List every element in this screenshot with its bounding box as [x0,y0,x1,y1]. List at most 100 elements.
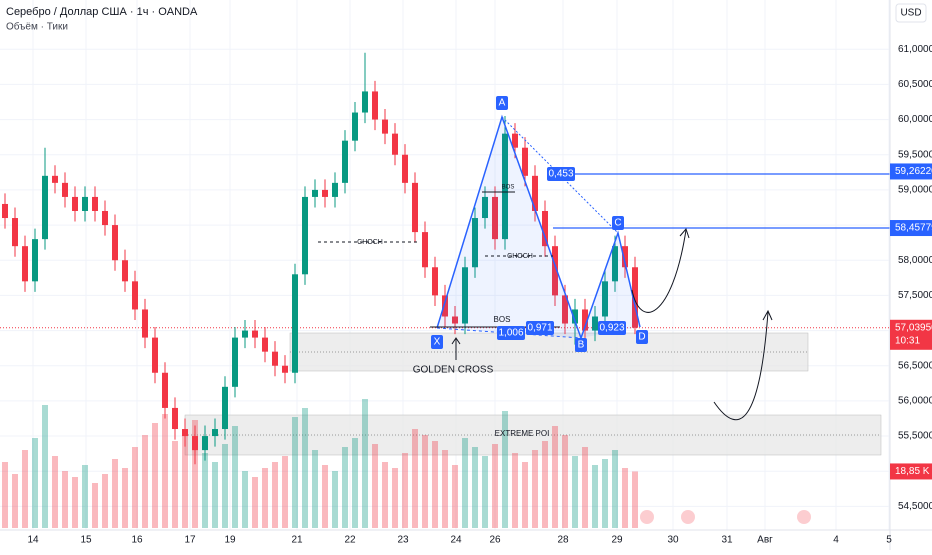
ratio-box [497,326,525,340]
volume-bar [282,456,288,528]
volume-bar [602,459,608,528]
volume-bar [252,477,258,528]
candle-body [212,429,218,437]
volume-bar [612,450,618,528]
volume-bar [502,411,508,528]
ratio-box [547,167,575,181]
candle-body [72,196,78,211]
price-tag-label: 59,26220 [895,166,932,177]
volume-bar [112,459,118,528]
volume-bar [122,468,128,528]
candle-body [512,133,518,148]
price-tag [890,220,932,237]
volume-bar [552,426,558,528]
point-label: D [638,332,645,343]
volume-bar [532,450,538,528]
x-tick-label: 21 [291,535,303,546]
volume-bar [292,417,298,528]
volume-bar [92,483,98,528]
volume-bar [522,462,528,528]
candle-body [492,196,498,240]
volume-bar [192,420,198,528]
x-tick-label: 30 [667,535,679,546]
ratio-label: 0,923 [599,323,624,334]
candle-body [432,267,438,296]
candle-body [272,351,278,366]
candle-body [412,182,418,233]
volume-bar [352,438,358,528]
candle-body [602,281,608,317]
chart-title: Серебро / Доллар США · 1ч · OANDA [6,6,198,18]
candle-body [382,119,388,134]
arrow [451,337,461,360]
volume-bar [12,474,18,528]
volume-bar [472,447,478,528]
price-tag [890,319,932,350]
candle-body [342,140,348,183]
point-label: C [614,218,621,229]
candle-body [262,337,268,352]
candle-body [522,147,528,176]
x-tick-label: 5 [886,535,892,546]
event-icon [797,510,811,524]
candle-body [612,246,618,282]
volume-bar [22,450,28,528]
y-tick-label: 58,00000 [898,255,932,266]
candle-body [372,91,378,120]
candle-body [632,267,638,328]
candle-body [582,309,588,331]
annotation: CHOCH [357,239,383,246]
event-icons [640,510,811,524]
x-tick-label: 14 [27,535,39,546]
annotation: BOS [502,185,515,191]
pattern-points: X A B C D 0,453 0,971 1,006 0,923 [431,96,648,352]
candle-body [122,260,128,282]
volume-bar [412,429,418,528]
candle-body [162,372,168,408]
y-tick-label: 61,00000 [898,44,932,55]
price-tag-label: 57,03950 [895,322,932,333]
volume-bar [262,468,268,528]
candle-body [542,210,548,247]
candle-body [32,239,38,282]
volume-bar [172,441,178,528]
point-label: B [578,340,585,351]
currency: USD [900,8,921,19]
y-tick-label: 56,50000 [898,360,932,371]
volume-bar [582,447,588,528]
volume [2,399,638,528]
candle-body [192,436,198,451]
volume-bar [162,414,168,528]
volume-bar [542,441,548,528]
ratio-box [526,321,554,335]
volume-bar [82,465,88,528]
candle-body [452,316,458,324]
candle-body [102,210,108,226]
candles [2,52,638,465]
point-label: X [434,337,441,348]
annotation: CHOCH [507,253,533,260]
candle-body [312,189,318,197]
x-tick-label: 29 [611,535,623,546]
volume-bar [382,462,388,528]
y-tick-label: 59,50000 [898,149,932,160]
countdown: 10:31 [895,335,920,346]
x-tick-label: 22 [344,535,356,546]
ratio-label: 1,006 [498,328,523,339]
volume-bar [302,408,308,528]
volume-bar [452,465,458,528]
candle-body [462,267,468,324]
candle-body [322,189,328,197]
candle-body [12,218,18,247]
volume-bar [32,438,38,528]
point-label: A [499,98,506,109]
x-tick-label: 26 [489,535,501,546]
volume-bar [592,465,598,528]
volume-bar [482,456,488,528]
ratio-box [598,321,626,335]
volume-bar [332,471,338,528]
volume-bar [72,477,78,528]
volume-bar [622,468,628,528]
ratio-label: 0,971 [527,323,552,334]
volume-bar [182,429,188,528]
